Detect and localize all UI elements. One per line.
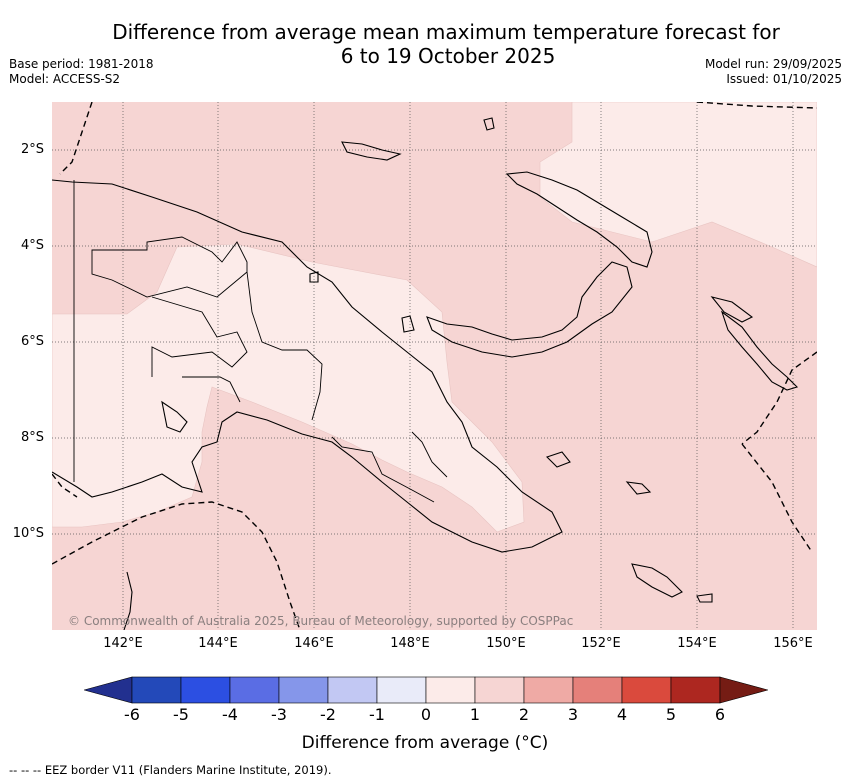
colorbar-svg [82,676,770,704]
colorbar-segment [278,676,329,704]
colorbar-tick-label: -2 [320,705,336,724]
lon-label-150e: 150°E [486,636,526,651]
colorbar-title: Difference from average (°C) [0,733,850,753]
colorbar-extend-low [82,676,133,704]
colorbar-tick-label: -5 [173,705,189,724]
map-title: Difference from average mean maximum tem… [0,20,850,68]
colorbar-tick-label: 1 [469,705,481,724]
colorbar-segment [670,676,721,704]
colorbar-title-text: Difference from average (°C) [301,733,549,753]
model-name: Model: ACCESS-S2 [9,72,121,86]
colorbar-segment [621,676,672,704]
map-provincial-borders [73,180,448,503]
meta-left: Base period: 1981-2018 Model: ACCESS-S2 [9,57,154,87]
meta-right: Model run: 29/09/2025 Issued: 01/10/2025 [705,57,842,87]
lon-label-144e: 144°E [198,636,238,651]
colorbar-segment [131,676,182,704]
lon-label-142e: 142°E [103,636,143,651]
colorbar-tick-label: 3 [567,705,579,724]
colorbar-segment [180,676,231,704]
lon-label-154e: 154°E [677,636,717,651]
colorbar-segment [327,676,378,704]
colorbar-tick-label: 5 [665,705,677,724]
lon-label-156e: 156°E [773,636,813,651]
lon-label-146e: 146°E [294,636,334,651]
lat-label-10s: 10°S [12,526,44,541]
lon-label-148e: 148°E [390,636,430,651]
colorbar-tick-label: 2 [518,705,530,724]
lat-label-4s: 4°S [20,238,44,253]
colorbar-tick-label: -6 [124,705,140,724]
forecast-map [52,102,817,630]
colorbar-segment [572,676,623,704]
lat-label-2s: 2°S [20,142,44,157]
copyright-notice: © Commonwealth of Australia 2025, Bureau… [68,614,574,628]
colorbar-tick-label: -4 [222,705,238,724]
map-svg [52,102,817,630]
model-run: Model run: 29/09/2025 [704,57,842,71]
lon-label-152e: 152°E [581,636,621,651]
colorbar-segment [523,676,574,704]
lat-label-6s: 6°S [20,334,44,349]
map-gridlines [52,102,817,630]
map-coastlines [52,117,799,630]
map-region-light-ne [539,102,817,268]
base-period: Base period: 1981-2018 [9,57,154,71]
colorbar-segment [229,676,280,704]
map-eez-borders [52,102,817,630]
colorbar-tick-label: 4 [616,705,628,724]
colorbar-tick-label: 6 [714,705,726,724]
colorbar-segment [425,676,476,704]
eez-footer-note: -- -- -- EEZ border V11 (Flanders Marine… [9,763,332,777]
colorbar-segment [376,676,427,704]
title-line-1: Difference from average mean maximum tem… [112,20,780,44]
colorbar-segment [474,676,525,704]
colorbar-tick-label: -1 [369,705,385,724]
issued-date: Issued: 01/10/2025 [726,72,842,86]
map-region-light-png [52,243,525,533]
colorbar [82,676,770,704]
lat-label-8s: 8°S [20,430,44,445]
colorbar-extend-high [719,676,770,704]
colorbar-tick-label: 0 [420,705,432,724]
title-line-2: 6 to 19 October 2025 [340,44,556,68]
colorbar-tick-label: -3 [271,705,287,724]
